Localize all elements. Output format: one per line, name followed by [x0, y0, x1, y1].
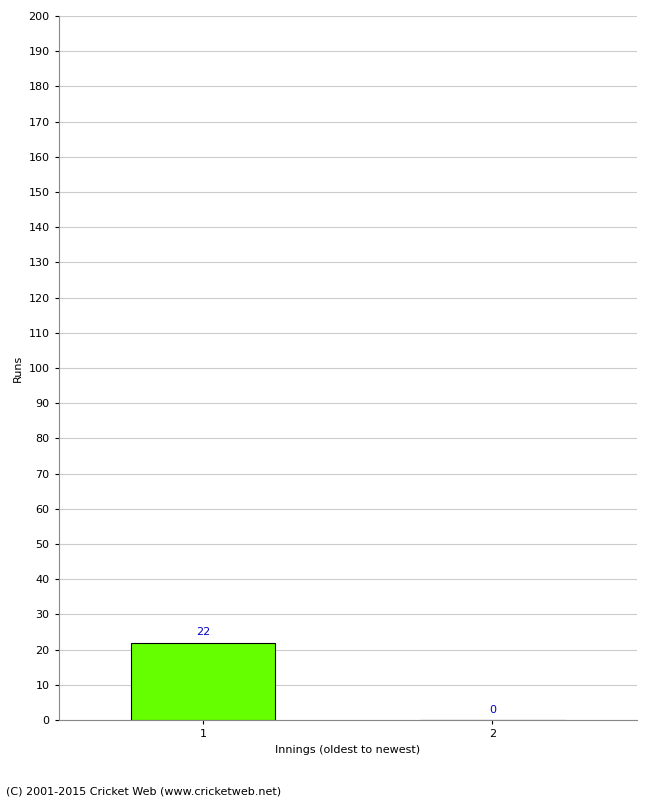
X-axis label: Innings (oldest to newest): Innings (oldest to newest) [275, 745, 421, 754]
Text: (C) 2001-2015 Cricket Web (www.cricketweb.net): (C) 2001-2015 Cricket Web (www.cricketwe… [6, 786, 281, 796]
Text: 22: 22 [196, 627, 210, 638]
Text: 0: 0 [489, 705, 496, 714]
Bar [131, 642, 276, 720]
Y-axis label: Runs: Runs [13, 354, 23, 382]
